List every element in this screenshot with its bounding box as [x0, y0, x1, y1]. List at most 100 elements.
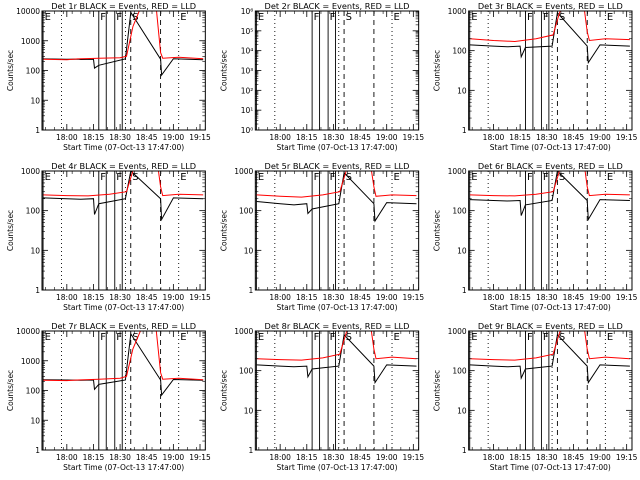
series-line-lld	[469, 331, 630, 361]
x-tick-label: 18:45	[563, 293, 585, 302]
x-tick-label: 18:30	[109, 453, 131, 462]
event-marker-label: S	[346, 332, 352, 343]
x-tick-label: 19:00	[163, 293, 185, 302]
event-markers	[469, 331, 606, 450]
y-axis-label: Counts/sec	[6, 210, 15, 251]
event-marker-label: E	[180, 332, 186, 343]
x-tick-label: 18:30	[536, 293, 558, 302]
x-axis-label: Start Time (07-Oct-13 17:47:00)	[490, 463, 611, 472]
plot-frame	[254, 330, 420, 451]
x-tick-label: 18:45	[136, 133, 158, 142]
y-tick-label: 100	[26, 67, 41, 76]
plot-frame	[41, 10, 206, 131]
y-tick-label: 100	[452, 367, 467, 376]
plot-frame	[254, 170, 420, 291]
event-marker-label: E	[180, 172, 186, 183]
event-marker-label: F	[330, 332, 336, 343]
event-marker-label: F	[116, 332, 122, 343]
x-tick-label: 18:45	[349, 453, 371, 462]
x-tick-label: 18:45	[563, 453, 585, 462]
y-tick-label: 10²	[241, 86, 254, 95]
x-tick-label: 18:00	[56, 453, 78, 462]
event-marker-label: E	[258, 172, 264, 183]
series-line-events	[43, 332, 204, 397]
x-axis-label: Start Time (07-Oct-13 17:47:00)	[490, 143, 611, 152]
y-tick-label: 10000	[16, 7, 40, 16]
event-markers	[255, 171, 393, 290]
event-marker-label: F	[543, 332, 549, 343]
x-tick-label: 18:00	[483, 453, 505, 462]
x-tick-label: 18:45	[136, 453, 158, 462]
x-axis-label: Start Time (07-Oct-13 17:47:00)	[63, 143, 184, 152]
y-tick-label: 10	[457, 246, 467, 255]
event-markers	[42, 331, 180, 450]
event-markers	[42, 171, 180, 290]
x-tick-label: 19:00	[163, 133, 185, 142]
x-tick-label: 19:00	[589, 453, 611, 462]
event-marker-label: F	[116, 12, 122, 23]
y-axis-label: Counts/sec	[433, 50, 442, 91]
y-tick-label: 1000	[234, 167, 253, 176]
x-tick-label: 18:00	[483, 133, 505, 142]
chart-title: Det 2r BLACK = Events, RED = LLD	[265, 1, 410, 11]
series-line-events	[256, 333, 417, 385]
x-axis-label: Start Time (07-Oct-13 17:47:00)	[276, 143, 397, 152]
x-tick-label: 19:00	[376, 133, 398, 142]
y-axis-label: Counts/sec	[219, 50, 228, 91]
plot-frame	[468, 330, 633, 451]
chart-title: Det 3r BLACK = Events, RED = LLD	[478, 1, 623, 11]
x-tick-label: 18:00	[269, 293, 291, 302]
y-tick-label: 10⁶	[241, 7, 254, 16]
event-marker-label: E	[471, 12, 477, 23]
y-tick-label: 100	[239, 367, 254, 376]
plot-frame	[468, 170, 633, 291]
x-tick-label: 18:30	[323, 293, 345, 302]
x-tick-label: 18:00	[269, 133, 291, 142]
chart-title: Det 9r BLACK = Events, RED = LLD	[478, 321, 623, 331]
x-tick-label: 18:15	[296, 133, 318, 142]
x-tick-label: 18:30	[323, 133, 345, 142]
y-tick-label: 10	[244, 246, 254, 255]
x-tick-label: 18:00	[56, 293, 78, 302]
chart-title: Det 7r BLACK = Events, RED = LLD	[51, 321, 196, 331]
event-marker-label: E	[180, 12, 186, 23]
event-marker-label: F	[100, 12, 106, 23]
series-line-lld	[256, 331, 417, 361]
event-marker-label: E	[471, 172, 477, 183]
x-tick-label: 19:00	[376, 453, 398, 462]
plot-frame	[41, 330, 206, 451]
chart-title: Det 1r BLACK = Events, RED = LLD	[51, 1, 196, 11]
y-tick-label: 10³	[241, 67, 254, 76]
series-line-events	[256, 171, 417, 223]
x-tick-label: 19:15	[189, 133, 211, 142]
event-marker-label: E	[45, 12, 51, 23]
plot-frame	[254, 10, 420, 131]
event-marker-label: E	[607, 12, 613, 23]
x-tick-label: 18:30	[536, 453, 558, 462]
x-tick-label: 18:15	[509, 133, 531, 142]
y-tick-label: 10⁴	[241, 47, 254, 56]
x-tick-label: 19:15	[403, 133, 425, 142]
x-axis-label: Start Time (07-Oct-13 17:47:00)	[276, 303, 397, 312]
y-tick-label: 1	[249, 446, 254, 455]
x-axis-label: Start Time (07-Oct-13 17:47:00)	[490, 303, 611, 312]
y-tick-label: 1	[35, 126, 40, 135]
x-tick-label: 18:30	[109, 293, 131, 302]
event-marker-label: S	[559, 172, 565, 183]
x-tick-label: 19:15	[403, 453, 425, 462]
x-tick-label: 18:15	[83, 133, 105, 142]
event-markers	[469, 171, 606, 290]
event-marker-label: E	[258, 332, 264, 343]
series-line-lld	[469, 11, 630, 43]
event-markers	[469, 11, 606, 130]
chart-title: Det 6r BLACK = Events, RED = LLD	[478, 161, 623, 171]
y-tick-label: 1000	[448, 327, 467, 336]
event-marker-label: E	[607, 172, 613, 183]
y-tick-label: 1000	[448, 7, 467, 16]
